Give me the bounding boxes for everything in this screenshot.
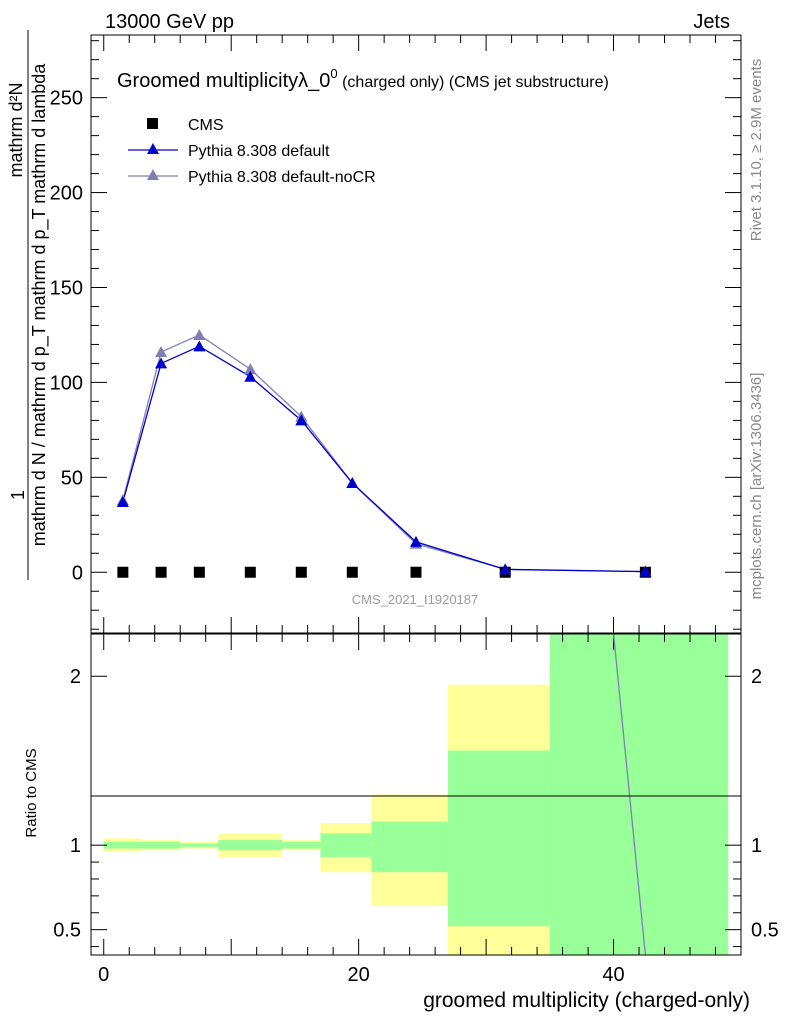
legend-cms-marker [147, 118, 158, 129]
ratio-stat-uncertainty-band [282, 841, 321, 849]
main-y-tick-label: 150 [50, 277, 83, 299]
main-y-tick-label: 100 [50, 372, 83, 394]
ratio-stat-uncertainty-band [218, 840, 283, 851]
header-energy-label: 13000 GeV pp [105, 11, 234, 33]
source-label: mcplots.cern.ch [arXiv:1306.3436] [748, 373, 765, 600]
ratio-y-tick-label-right: 1 [751, 835, 762, 857]
plot-title: Groomed multiplicityλ_00 (charged only) … [117, 66, 609, 92]
pythia-default-line [122, 345, 646, 573]
y-label-numerator: mathrm d²N [6, 82, 26, 177]
legend: CMS Pythia 8.308 default Pythia 8.308 de… [128, 117, 376, 186]
main-y-tick-label: 250 [50, 88, 83, 110]
pythia-nocr-point [155, 346, 168, 358]
main-frame [90, 34, 742, 634]
ratio-y-tick-label-right: 2 [751, 666, 762, 688]
pythia-default-point [244, 370, 257, 382]
main-y-tick-label: 0 [72, 562, 83, 584]
plot-title-main: Groomed multiplicityλ_0 [117, 70, 330, 92]
pythia-default-point [193, 340, 206, 352]
ratio-stat-uncertainty-band [549, 634, 729, 955]
x-axis-label: groomed multiplicity (charged-only) [423, 989, 750, 1012]
ratio-stat-uncertainty-band [180, 843, 219, 847]
pythia-default-point [639, 565, 652, 577]
pythia-nocr-point [193, 328, 206, 340]
ratio-y-tick-label-left: 2 [70, 666, 81, 688]
ratio-stat-uncertainty-band [320, 833, 372, 858]
main-y-ticks: 0 50 100 150 200 250 [50, 35, 741, 633]
main-y-tick-label: 50 [61, 467, 83, 489]
ratio-y-tick-label-left: 1 [70, 835, 81, 857]
y-label-numerator-one: 1 [8, 490, 28, 500]
ratio-frame [90, 633, 742, 956]
cms-data-point [295, 566, 307, 578]
cms-data-point [244, 566, 256, 578]
pythia-default-point [410, 535, 422, 547]
ratio-pythia-line [612, 633, 647, 956]
legend-cms-label: CMS [188, 117, 224, 134]
legend-pythia-default-label: Pythia 8.308 default [188, 143, 330, 160]
ratio-stat-uncertainty-band [103, 841, 142, 849]
analysis-id: CMS_2021_I1920187 [352, 592, 479, 607]
cms-data-point [410, 566, 422, 578]
ratio-uncertainty-bands [103, 634, 729, 955]
pythia-default-point [295, 414, 308, 426]
main-y-tick-label: 200 [50, 183, 83, 205]
ratio-stat-uncertainty-band [447, 750, 550, 927]
header-category-label: Jets [693, 11, 730, 33]
ratio-x-tick-label: 40 [602, 964, 624, 986]
cms-data-point [193, 566, 205, 578]
pythia-default-point [346, 477, 359, 489]
main-y-axis-label: 1 mathrm d N / mathrm d p_T mathrm d p_T… [6, 30, 50, 580]
ratio-y-tick-label-left: 0.5 [53, 920, 81, 942]
cms-data-point [346, 566, 358, 578]
ratio-stat-uncertainty-band [371, 821, 448, 873]
legend-pythia-nocr-label: Pythia 8.308 default-noCR [188, 169, 376, 186]
pythia-default-point [499, 563, 512, 575]
cms-data-point [155, 566, 167, 578]
ratio-y-axis-label: Ratio to CMS [23, 748, 40, 837]
ratio-x-tick-label: 20 [348, 964, 370, 986]
pythia-default-point [155, 357, 168, 369]
y-label-denominator: mathrm d N / mathrm d p_T mathrm d p_T m… [29, 63, 50, 546]
ratio-y-tick-label-right: 0.5 [751, 920, 779, 942]
cms-data-point [117, 566, 129, 578]
plot-title-suffix: (charged only) (CMS jet substructure) [338, 74, 609, 91]
main-series [116, 328, 652, 578]
ratio-series [612, 633, 647, 956]
ratio-stat-uncertainty-band [141, 841, 181, 849]
ratio-x-tick-label: 0 [98, 964, 109, 986]
rivet-version-label: Rivet 3.1.10, ≥ 2.9M events [748, 59, 765, 242]
ratio-panel: 0.5 0.51 12 20 20 40 [53, 633, 779, 986]
ratio-ticks: 0.5 0.51 12 20 20 40 [53, 634, 779, 986]
pythia-nocr-point [244, 363, 257, 375]
pythia-nocr-line [122, 334, 646, 573]
legend-pythia-default-marker [147, 143, 159, 154]
pythia-default-point [116, 496, 129, 508]
legend-pythia-nocr-marker [147, 169, 159, 180]
plot-title-superscript: 0 [330, 66, 337, 81]
